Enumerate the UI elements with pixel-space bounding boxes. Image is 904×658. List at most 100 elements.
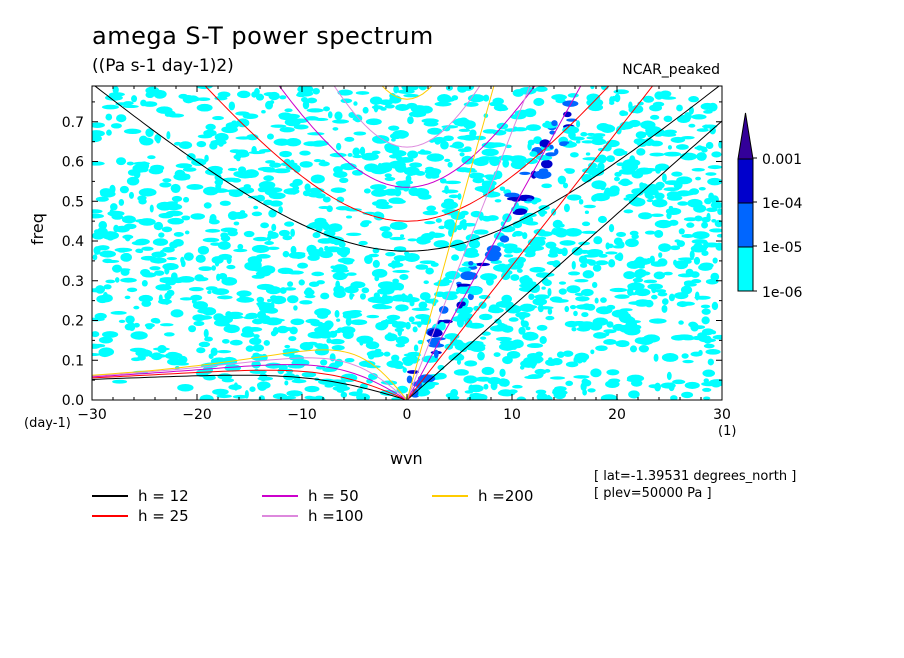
power-contour-patch — [402, 367, 407, 373]
power-contour-patch — [472, 177, 485, 184]
power-contour-patch — [96, 227, 108, 236]
power-contour-patch — [365, 341, 380, 350]
power-contour-patch — [604, 187, 612, 197]
power-contour-patch — [548, 357, 553, 361]
power-contour-patch — [711, 151, 722, 158]
power-contour-patch — [106, 129, 112, 136]
power-contour-patch — [332, 127, 339, 131]
power-contour-patch — [312, 232, 321, 239]
power-contour-patch — [409, 162, 423, 168]
power-contour-patch — [695, 176, 702, 181]
kelvin-curve-h25 — [406, 86, 654, 400]
power-contour-patch — [161, 226, 173, 233]
power-contour-patch — [586, 132, 596, 136]
power-contour-patch — [412, 187, 430, 197]
power-contour-patch — [707, 165, 722, 170]
power-contour-patch — [217, 91, 231, 98]
power-contour-patch — [413, 344, 419, 352]
power-contour-patch — [122, 234, 134, 240]
power-contour-patch — [405, 321, 411, 330]
power-contour-patch — [482, 215, 488, 220]
power-contour-patch — [342, 260, 354, 265]
power-contour-patch — [198, 341, 211, 348]
power-contour-patch — [543, 279, 552, 287]
power-contour-patch — [493, 352, 501, 357]
power-contour-patch — [486, 254, 500, 262]
power-contour-patch — [192, 301, 209, 310]
power-contour-patch — [287, 295, 299, 304]
power-contour-patch — [92, 254, 98, 261]
power-contour-patch — [202, 307, 217, 316]
x-axis-label: wvn — [390, 449, 423, 468]
power-contour-patch — [370, 184, 387, 191]
power-contour-patch — [282, 250, 290, 258]
power-contour-patch — [467, 293, 474, 301]
power-contour-patch — [662, 173, 667, 183]
power-contour-patch — [140, 99, 147, 107]
power-contour-patch — [293, 374, 301, 384]
power-contour-patch — [369, 96, 383, 105]
power-contour-patch — [529, 266, 546, 273]
power-contour-patch — [547, 252, 559, 258]
power-contour-patch — [170, 309, 184, 318]
power-contour-patch — [562, 126, 580, 134]
power-contour-patch — [240, 331, 255, 338]
power-contour-patch — [592, 317, 609, 326]
power-contour-patch — [213, 319, 230, 327]
power-contour-patch — [545, 241, 557, 249]
power-contour-patch — [629, 230, 639, 236]
power-contour-patch — [678, 228, 685, 235]
power-contour-patch — [384, 333, 398, 342]
power-contour-patch — [210, 242, 221, 246]
power-contour-patch — [603, 338, 617, 345]
power-contour-patch — [149, 204, 154, 213]
power-contour-patch — [360, 221, 370, 228]
power-contour-patch — [497, 242, 505, 247]
power-contour-patch — [400, 180, 414, 185]
power-contour-patch — [669, 245, 681, 251]
power-contour-patch — [565, 361, 579, 368]
power-contour-patch — [351, 169, 364, 176]
power-contour-patch — [649, 255, 655, 264]
power-contour-patch — [92, 122, 105, 128]
power-contour-patch — [419, 260, 436, 265]
power-contour-patch — [644, 138, 654, 147]
x-tick-label: 0 — [403, 407, 412, 423]
power-contour-patch — [569, 152, 579, 158]
power-contour-patch — [499, 368, 506, 377]
power-contour-patch — [220, 227, 238, 233]
power-contour-patch — [525, 326, 531, 331]
power-contour-patch — [145, 86, 160, 95]
power-contour-patch — [366, 365, 381, 369]
power-contour-patch — [527, 142, 532, 151]
power-contour-patch — [434, 137, 441, 145]
power-contour-patch — [390, 222, 398, 226]
power-contour-patch — [538, 168, 549, 173]
power-contour-patch — [329, 152, 347, 158]
power-contour-patch — [307, 254, 320, 261]
power-contour-patch — [364, 163, 379, 172]
power-contour-patch — [312, 87, 320, 95]
power-contour-patch — [702, 387, 712, 392]
power-contour-patch — [511, 247, 523, 254]
gravity-curve-h25 — [204, 86, 610, 222]
power-contour-patch — [141, 272, 157, 278]
legend-item-h25: h = 25 — [92, 506, 189, 526]
power-contour-patch — [681, 234, 695, 238]
power-contour-patch — [334, 310, 340, 318]
power-contour-patch — [613, 176, 620, 182]
power-contour-patch — [267, 230, 274, 235]
power-contour-patch — [676, 301, 689, 308]
power-contour-patch — [228, 384, 242, 391]
power-contour-patch — [581, 303, 592, 311]
power-contour-patch — [237, 186, 255, 194]
power-contour-patch — [378, 281, 389, 287]
power-contour-patch — [93, 229, 100, 234]
power-contour-patch — [188, 325, 197, 333]
power-contour-patch — [459, 152, 465, 157]
power-contour-patch — [297, 262, 309, 269]
power-contour-patch — [116, 114, 127, 123]
power-contour-patch — [118, 268, 131, 272]
power-contour-patch — [415, 313, 431, 320]
power-contour-patch — [109, 208, 114, 217]
